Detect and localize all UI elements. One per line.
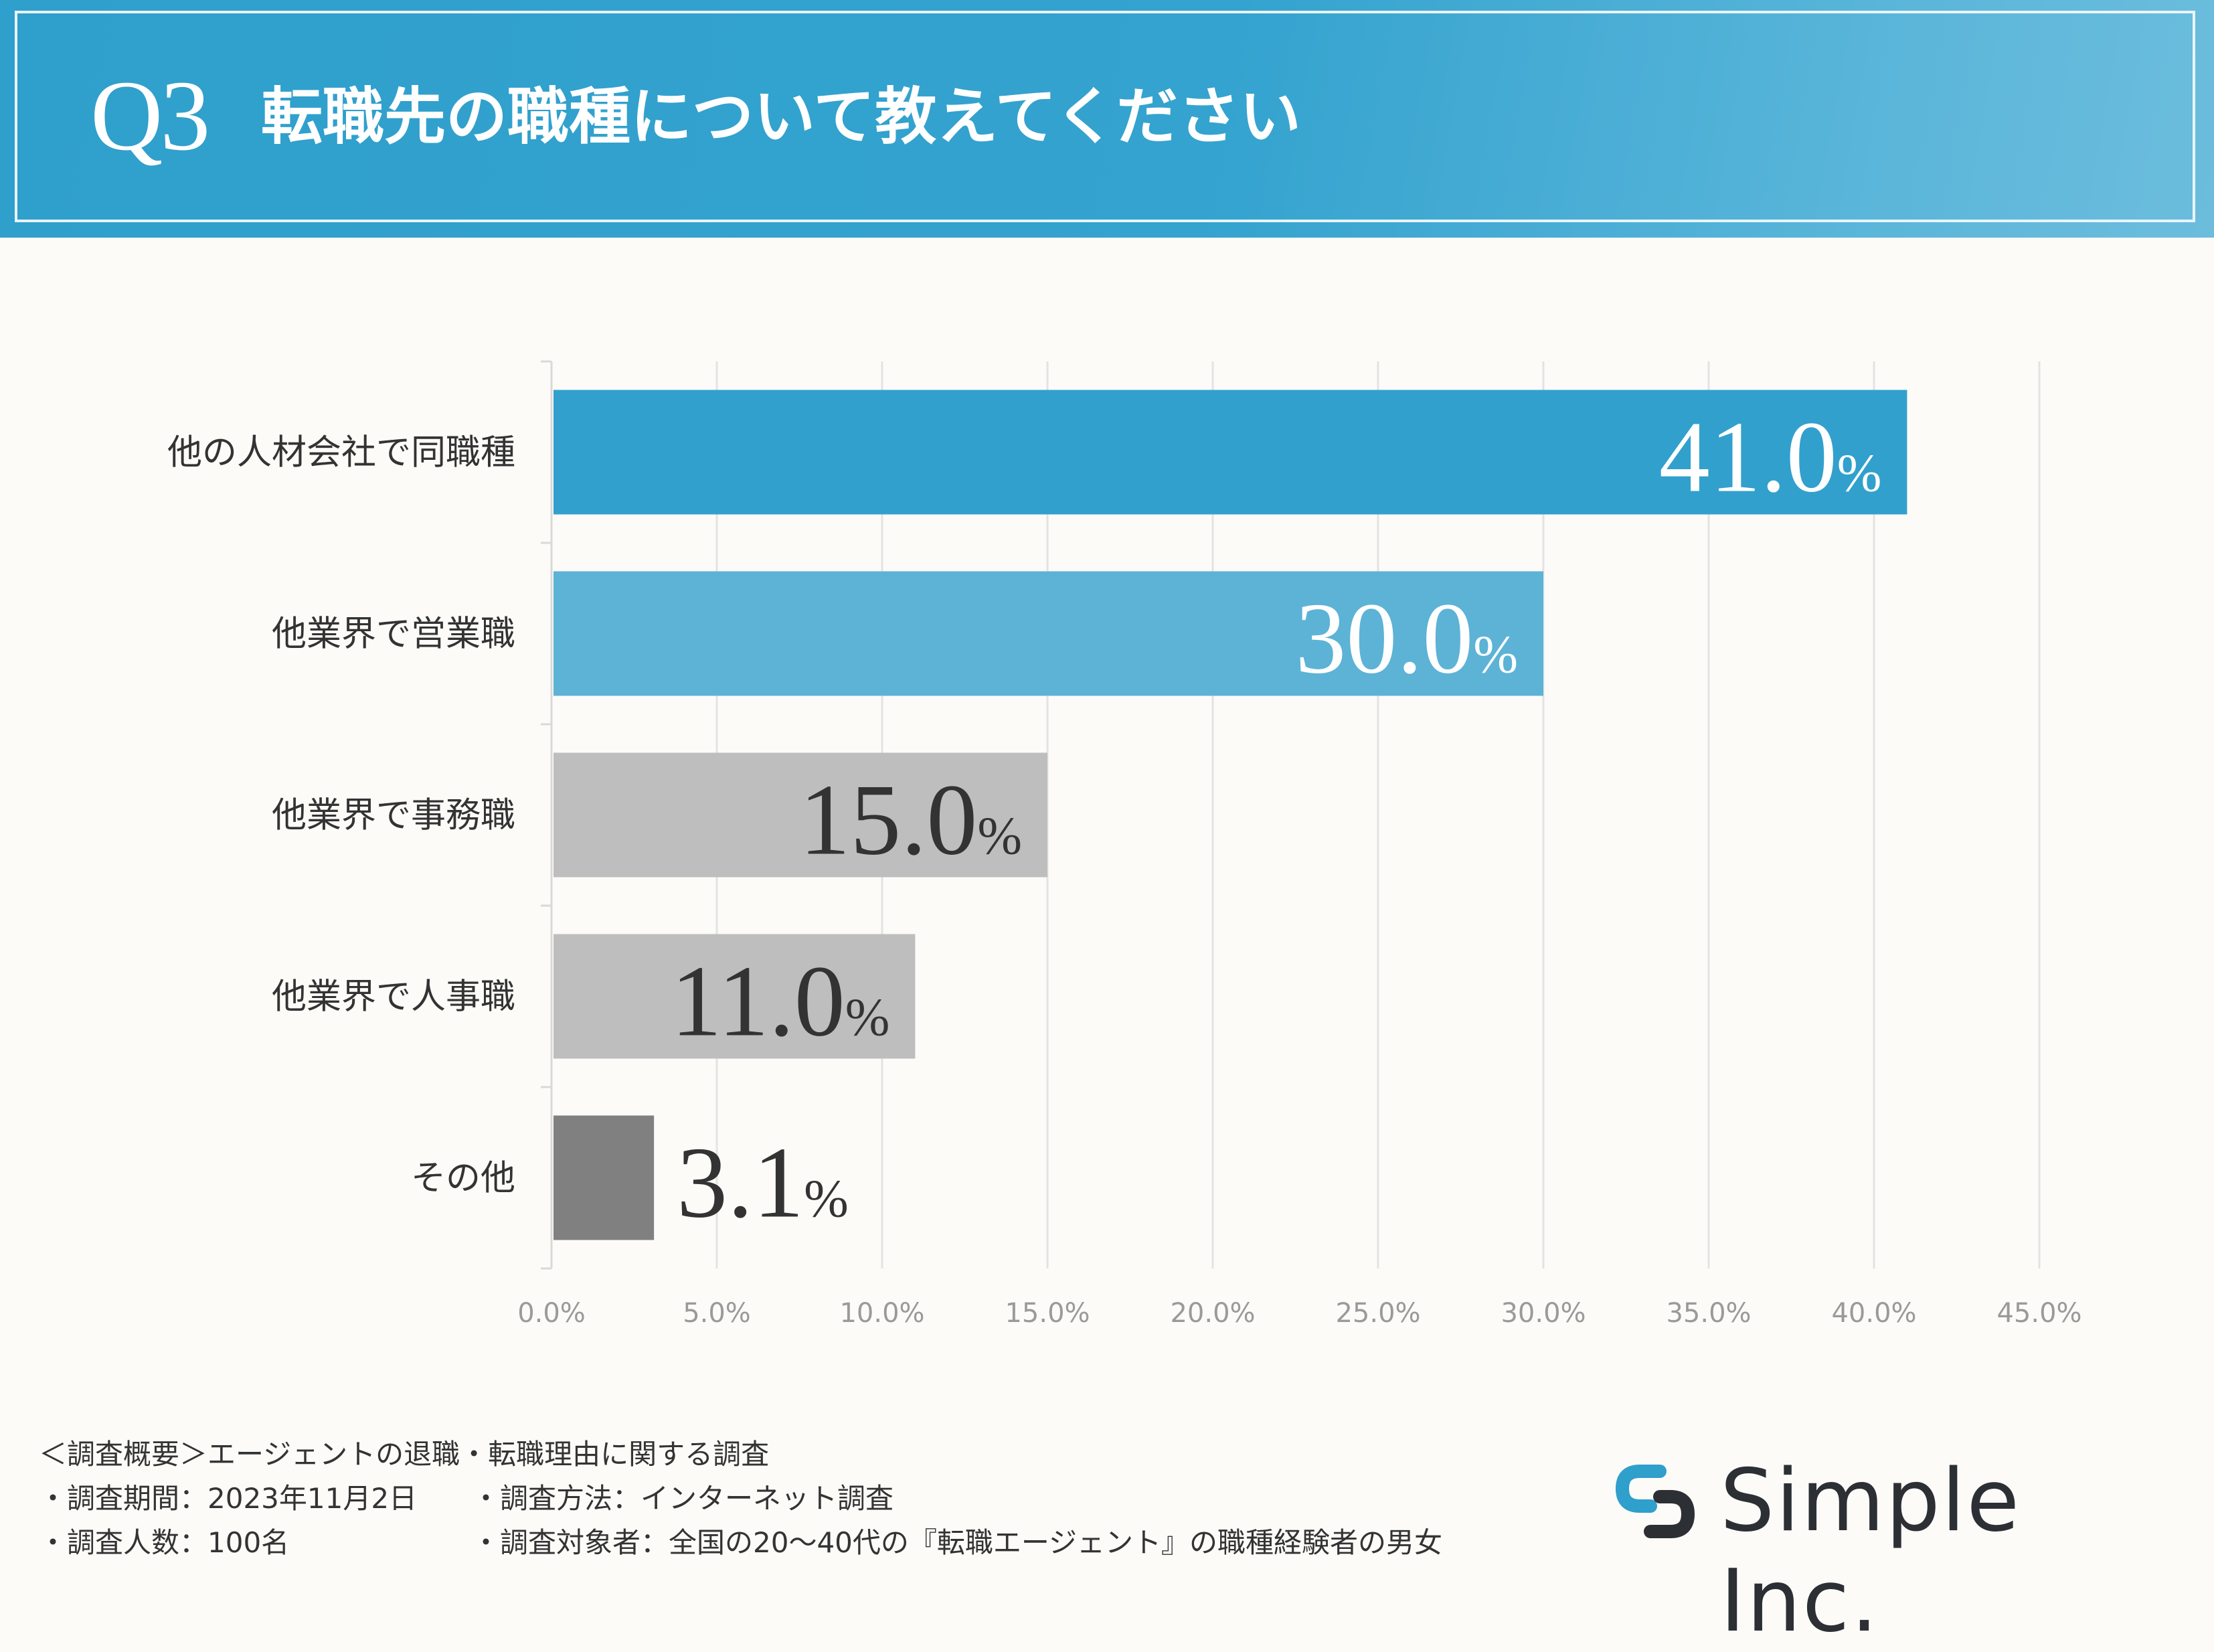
bar [554, 752, 1047, 878]
value-number: 15.0 [799, 764, 977, 876]
x-tick-label: 45.0% [1996, 1298, 2081, 1329]
value-percent-sign: % [804, 1170, 849, 1229]
value-label: 3.1% [677, 1127, 849, 1239]
survey-method: ・調査方法：インターネット調査 [472, 1482, 894, 1515]
header-frame [15, 11, 2195, 222]
value-label: 41.0% [1659, 401, 1882, 513]
question-number: Q3 [90, 60, 210, 171]
bar-chart: 0.0% 5.0% 10.0% 15.0% 20.0% 25.0% 30.0% 35.0% 40… [167, 360, 2082, 1329]
link-chain-icon [1615, 1465, 1695, 1538]
x-tick-label: 0.0% [517, 1298, 586, 1329]
category-label: 他業界で人事職 [272, 977, 515, 1017]
x-tick-label: 5.0% [683, 1298, 751, 1329]
category-label: 他業界で事務職 [272, 796, 515, 836]
value-percent-sign: % [1837, 444, 1882, 503]
bar [554, 1115, 655, 1240]
bar [554, 934, 916, 1059]
x-tick-label: 10.0% [839, 1298, 924, 1329]
x-tick-label: 30.0% [1501, 1298, 1586, 1329]
bar [554, 571, 1543, 696]
value-percent-sign: % [977, 807, 1022, 866]
x-tick-label: 20.0% [1170, 1298, 1255, 1329]
category-label: その他 [411, 1159, 515, 1199]
value-number: 11.0 [671, 945, 845, 1058]
value-label: 15.0% [799, 764, 1022, 876]
x-tick-label: 40.0% [1831, 1298, 1916, 1329]
x-tick-label: 15.0% [1005, 1298, 1090, 1329]
value-number: 30.0 [1295, 582, 1473, 695]
survey-overview: ＜調査概要＞エージェントの退職・転職理由に関する調査 [39, 1438, 770, 1471]
value-number: 41.0 [1659, 401, 1837, 513]
logo-text: Simple Inc. [1720, 1451, 2021, 1651]
value-label: 11.0% [671, 945, 889, 1058]
value-number: 3.1 [677, 1127, 804, 1239]
header-banner: Q3 転職先の職種について教えてください [0, 0, 2214, 238]
value-percent-sign: % [845, 989, 890, 1048]
bar [554, 390, 1907, 515]
value-percent-sign: % [1473, 626, 1518, 685]
x-tick-label: 25.0% [1335, 1298, 1420, 1329]
x-tick-label: 35.0% [1666, 1298, 1751, 1329]
survey-count: ・調査人数：100名 [39, 1526, 290, 1559]
category-label: 他の人材会社で同職種 [167, 433, 515, 473]
survey-target: ・調査対象者：全国の20～40代の『転職エージェント』の職種経験者の男女 [472, 1526, 1443, 1559]
survey-period: ・調査期間：2023年11月2日 [39, 1482, 418, 1515]
question-title: 転職先の職種について教えてください [261, 81, 1301, 153]
value-label: 30.0% [1295, 582, 1518, 695]
category-label: 他業界で営業職 [272, 614, 515, 655]
company-logo: Simple Inc. [1613, 1451, 2182, 1651]
